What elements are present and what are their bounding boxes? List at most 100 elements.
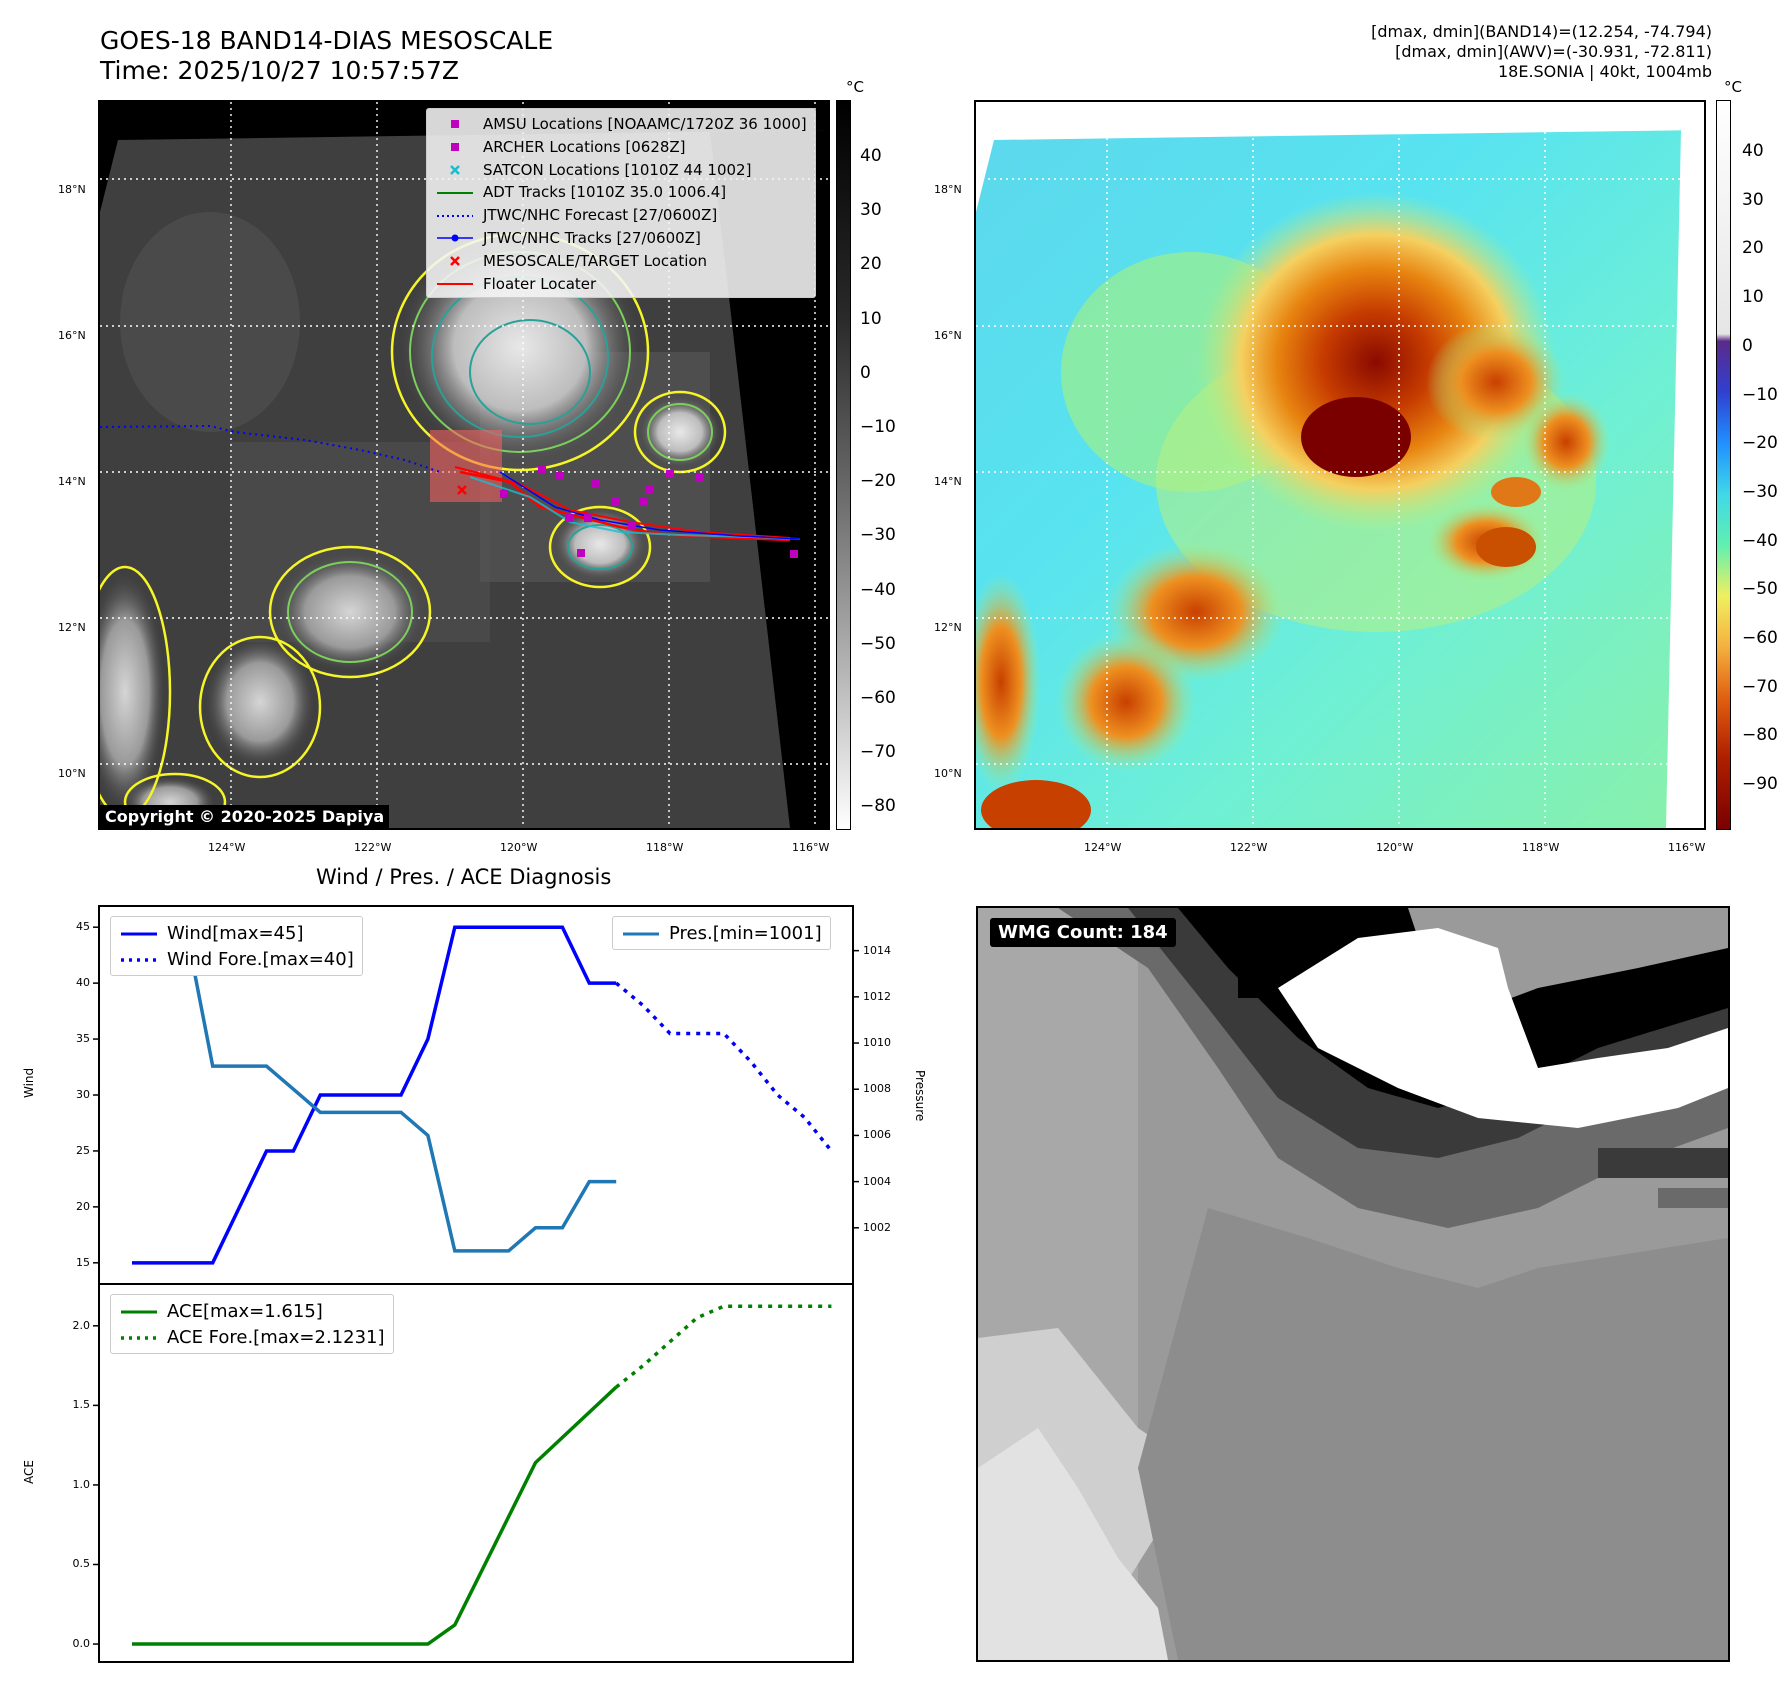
colorbar-tick-label: −30 <box>1742 481 1778 502</box>
lon-label: 120°W <box>500 841 538 854</box>
pressure-tick-label: 1002 <box>863 1220 891 1234</box>
figure-title: GOES-18 BAND14-DIAS MESOSCALE Time: 2025… <box>100 26 553 86</box>
x-marker-icon <box>435 161 475 179</box>
ace-tick-label: 2.0 <box>72 1318 91 1332</box>
colorbar-tick-label: −50 <box>1742 579 1778 600</box>
legend-item-archer: ARCHER Locations [0628Z] <box>435 136 807 159</box>
dotted-line-icon <box>119 1329 159 1347</box>
colorbar-tick-label: 0 <box>860 362 871 383</box>
lat-label: 16°N <box>934 329 962 342</box>
colorbar-unit: °C <box>1724 78 1742 96</box>
lat-label: 14°N <box>934 475 962 488</box>
legend-label: Wind[max=45] <box>167 923 304 944</box>
colorbar-tick-label: 20 <box>860 254 882 275</box>
lat-label: 10°N <box>934 767 962 780</box>
wind-tick-label: 40 <box>76 976 90 990</box>
colorbar-tick-label: −60 <box>860 688 896 708</box>
ace-axis-label: ACE <box>22 1460 36 1484</box>
colorbar-tick-label: −20 <box>1742 433 1778 454</box>
ace-tick-label: 0.5 <box>72 1557 91 1571</box>
legend-label: ARCHER Locations [0628Z] <box>483 137 686 156</box>
legend-item-satcon: SATCON Locations [1010Z 44 1002] <box>435 159 807 182</box>
line-icon <box>435 184 475 202</box>
legend-label: MESOSCALE/TARGET Location <box>483 251 708 270</box>
legend-item-pressure: Pres.[min=1001] <box>621 921 822 947</box>
lon-label: 116°W <box>1668 841 1706 854</box>
legend-label: ADT Tracks [1010Z 35.0 1006.4] <box>483 183 727 202</box>
ace-tick-label: 1.5 <box>72 1398 91 1412</box>
legend-label: Floater Locater <box>483 274 597 293</box>
x-marker-icon <box>435 252 475 270</box>
line-icon <box>621 925 661 943</box>
colorbar-tick-label: 40 <box>1742 141 1764 161</box>
colorbar-tick-label: −70 <box>1742 676 1778 697</box>
pressure-tick-label: 1012 <box>863 989 891 1003</box>
line-icon <box>119 1303 159 1321</box>
lat-label: 16°N <box>58 329 86 342</box>
legend-label: SATCON Locations [1010Z 44 1002] <box>483 160 752 179</box>
colorbar-tick-label: −50 <box>860 633 896 654</box>
legend-item-wind-forecast: Wind Fore.[max=40] <box>119 947 354 973</box>
legend-item-target: MESOSCALE/TARGET Location <box>435 250 807 273</box>
ace-legend: ACE[max=1.615] ACE Fore.[max=2.1231] <box>110 1294 394 1354</box>
lat-label: 12°N <box>934 621 962 634</box>
square-marker-icon <box>435 115 475 133</box>
lat-label: 14°N <box>58 475 86 488</box>
lat-label: 18°N <box>58 183 86 196</box>
legend-label: Wind Fore.[max=40] <box>167 949 354 970</box>
colorbar-tick-label: 10 <box>860 308 882 329</box>
line-icon <box>119 925 159 943</box>
wind-tick-label: 45 <box>76 920 90 934</box>
lon-label: 124°W <box>1084 841 1122 854</box>
lon-label: 122°W <box>354 841 392 854</box>
legend-item-ace-forecast: ACE Fore.[max=2.1231] <box>119 1325 385 1351</box>
legend-item-floater: Floater Locater <box>435 273 807 296</box>
colorbar-tick-label: −40 <box>860 579 896 600</box>
ace-forecast-series-line <box>615 1304 832 1389</box>
legend-item-adt: ADT Tracks [1010Z 35.0 1006.4] <box>435 181 807 204</box>
colorbar-tick-label: −40 <box>1742 530 1778 551</box>
colorbar-tick-label: −20 <box>860 471 896 492</box>
ace-tick-label: 0.0 <box>72 1637 91 1651</box>
colorbar-tick-label: 20 <box>1742 238 1764 259</box>
legend-label: JTWC/NHC Tracks [27/0600Z] <box>483 228 701 247</box>
wind-tick-label: 25 <box>76 1143 90 1157</box>
lat-label: 10°N <box>58 767 86 780</box>
colorbar-tick-label: 30 <box>1742 189 1764 210</box>
colorbar-tick-label: −70 <box>860 742 896 763</box>
lat-label: 12°N <box>58 621 86 634</box>
wmg-image <box>978 908 1728 1660</box>
lon-label: 118°W <box>1522 841 1560 854</box>
wmg-panel <box>976 906 1730 1662</box>
pressure-legend: Pres.[min=1001] <box>612 916 831 950</box>
wmg-count-label: WMG Count: 184 <box>990 918 1176 947</box>
lon-label: 124°W <box>208 841 246 854</box>
legend-label: ACE Fore.[max=2.1231] <box>167 1327 385 1348</box>
colorbar-tick-label: −90 <box>1742 774 1778 795</box>
wind-tick-label: 20 <box>76 1199 90 1213</box>
wind-series-line <box>132 925 617 1265</box>
floater-box <box>430 430 502 502</box>
colorbar-tick-label: 10 <box>1742 287 1764 308</box>
legend-label: JTWC/NHC Forecast [27/0600Z] <box>483 206 718 225</box>
line-icon <box>435 275 475 293</box>
lat-label: 18°N <box>934 183 962 196</box>
colorbar-unit: °C <box>846 78 864 96</box>
ace-series-line <box>132 1385 618 1646</box>
colorbar-tick-label: −30 <box>860 525 896 546</box>
lon-label: 120°W <box>1376 841 1414 854</box>
lon-label: 118°W <box>646 841 684 854</box>
lon-label: 122°W <box>1230 841 1268 854</box>
legend-item-amsu: AMSU Locations [NOAAMC/1720Z 36 1000] <box>435 113 807 136</box>
wind-tick-label: 30 <box>76 1088 90 1101</box>
colorbar-tick-label: 0 <box>1742 335 1753 356</box>
pressure-tick-label: 1004 <box>863 1174 891 1188</box>
legend-item-jtwc-tracks: JTWC/NHC Tracks [27/0600Z] <box>435 227 807 250</box>
dotted-line-icon <box>435 207 475 225</box>
enhanced-colorbar <box>1716 100 1731 830</box>
legend-label: AMSU Locations [NOAAMC/1720Z 36 1000] <box>483 115 807 133</box>
colorbar-tick-label: 40 <box>860 146 882 166</box>
colorbar-tick-label: 30 <box>860 200 882 221</box>
map-legend: AMSU Locations [NOAAMC/1720Z 36 1000] AR… <box>426 108 816 299</box>
